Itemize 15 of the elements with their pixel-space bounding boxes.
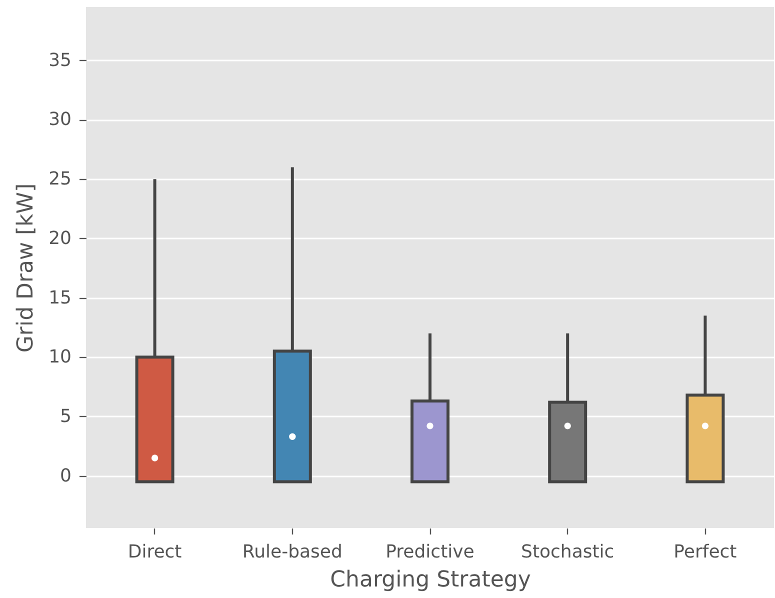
x-tick-label: Direct — [128, 542, 182, 562]
y-tick-label: 25 — [48, 168, 72, 190]
x-tick-label: Rule-based — [242, 542, 342, 562]
y-tick-label: 30 — [48, 109, 72, 130]
y-tick-label: 10 — [48, 346, 72, 368]
y-tick-label: 5 — [60, 406, 72, 427]
y-axis-title: Grid Draw [kW] — [14, 183, 39, 353]
y-tick-label: 20 — [48, 228, 72, 249]
x-tick-label: Stochastic — [521, 542, 614, 562]
x-tick-label: Predictive — [386, 542, 474, 562]
x-tick-label: Perfect — [674, 542, 737, 562]
y-tick-label: 0 — [60, 465, 72, 486]
x-axis-title: Charging Strategy — [330, 568, 531, 592]
y-tick-label: 15 — [48, 287, 72, 308]
y-tick-label: 35 — [48, 50, 72, 71]
